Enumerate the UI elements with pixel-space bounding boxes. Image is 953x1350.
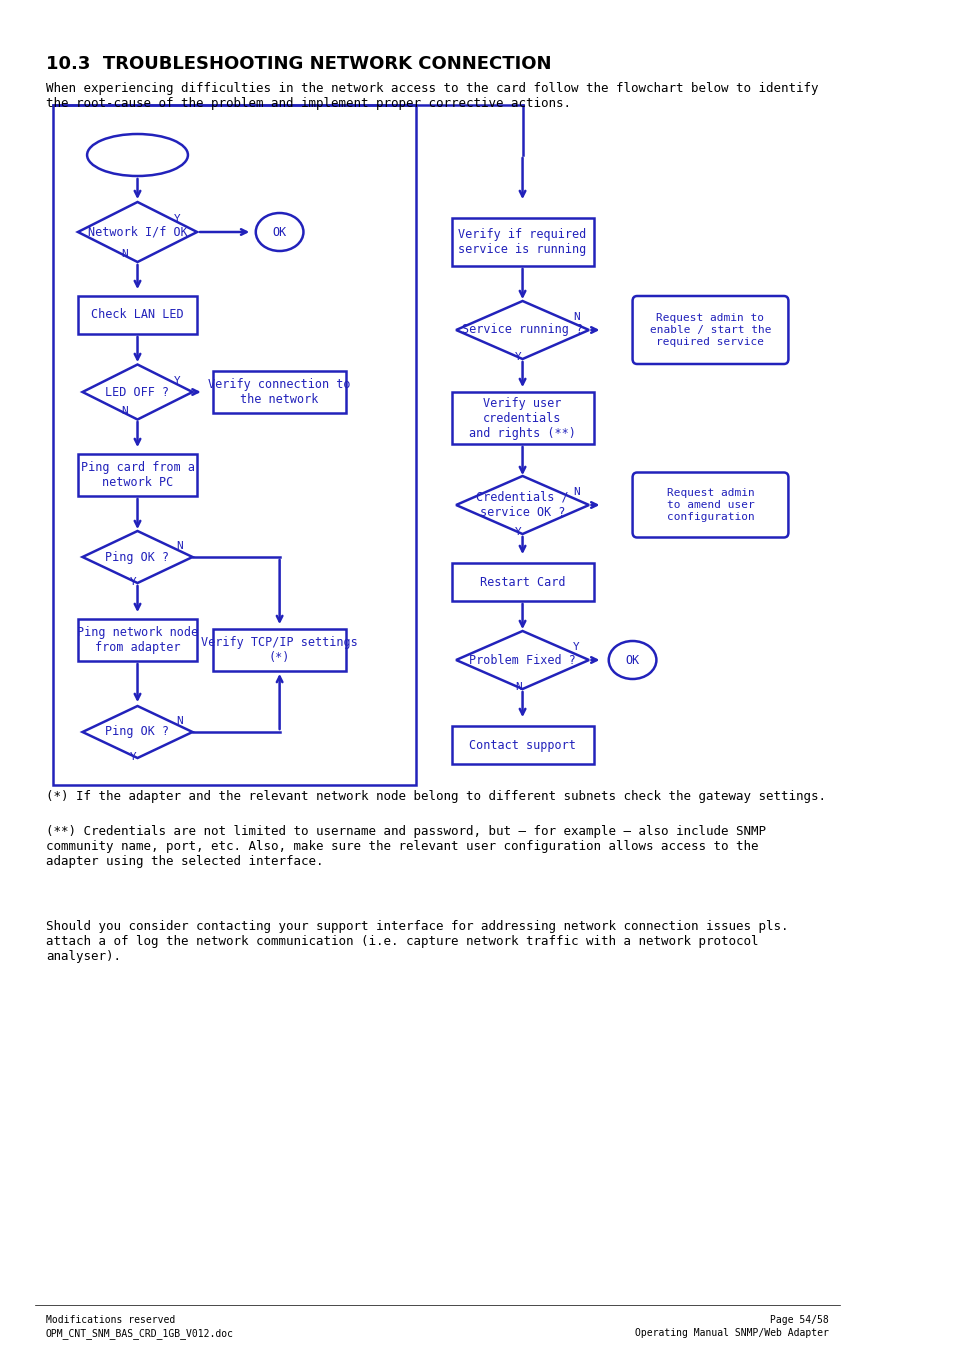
Bar (78, 296, 197, 333)
Polygon shape (456, 630, 588, 688)
Text: Service running ?: Service running ? (461, 324, 582, 336)
Text: N: N (573, 487, 579, 497)
Polygon shape (456, 301, 588, 359)
Text: 10.3  TROUBLESHOOTING NETWORK CONNECTION: 10.3 TROUBLESHOOTING NETWORK CONNECTION (46, 55, 551, 73)
Text: Request admin to
enable / start the
required service: Request admin to enable / start the requ… (649, 313, 770, 347)
Text: Verify connection to
the network: Verify connection to the network (208, 378, 351, 406)
Text: Should you consider contacting your support interface for addressing network con: Should you consider contacting your supp… (46, 919, 787, 963)
Ellipse shape (87, 134, 188, 176)
Text: N: N (176, 716, 183, 726)
FancyBboxPatch shape (632, 296, 787, 364)
Text: Y: Y (573, 643, 579, 652)
Text: OK: OK (273, 225, 287, 239)
Text: Ping OK ?: Ping OK ? (106, 551, 170, 563)
Polygon shape (82, 706, 193, 757)
Text: OK: OK (625, 653, 639, 667)
Text: LED OFF ?: LED OFF ? (106, 386, 170, 398)
Text: Restart Card: Restart Card (479, 575, 565, 589)
Text: Check LAN LED: Check LAN LED (91, 309, 184, 321)
FancyBboxPatch shape (632, 472, 787, 537)
Text: Y: Y (174, 377, 181, 386)
Bar (78, 620, 197, 661)
Text: N: N (121, 406, 128, 416)
Ellipse shape (608, 641, 656, 679)
Text: N: N (515, 682, 521, 693)
Text: Ping network node
from adapter: Ping network node from adapter (77, 626, 198, 653)
Text: Request admin
to amend user
configuration: Request admin to amend user configuratio… (666, 489, 754, 521)
Text: Contact support: Contact support (469, 738, 576, 752)
Text: Y: Y (130, 576, 137, 587)
Text: N: N (121, 248, 128, 259)
Bar (451, 726, 593, 764)
Text: Verify if required
service is running: Verify if required service is running (458, 228, 586, 256)
Text: (*) If the adapter and the relevant network node belong to different subnets che: (*) If the adapter and the relevant netw… (46, 790, 825, 803)
Polygon shape (82, 364, 193, 420)
Bar (213, 371, 346, 413)
Text: Network I/f OK: Network I/f OK (88, 225, 187, 239)
Text: Verify TCP/IP settings
(*): Verify TCP/IP settings (*) (201, 636, 357, 664)
Ellipse shape (255, 213, 303, 251)
Text: Credentials /
service OK ?: Credentials / service OK ? (476, 491, 568, 518)
Text: Ping OK ?: Ping OK ? (106, 725, 170, 738)
Text: Y: Y (174, 215, 181, 224)
Text: Page 54/58: Page 54/58 (769, 1315, 828, 1324)
Bar (213, 629, 346, 671)
Bar (53, 105, 416, 784)
Text: N: N (176, 541, 183, 551)
Polygon shape (456, 477, 588, 535)
Text: Y: Y (130, 752, 137, 761)
Text: N: N (573, 312, 579, 323)
Text: Verify user
credentials
and rights (**): Verify user credentials and rights (**) (469, 397, 576, 440)
Text: When experiencing difficulties in the network access to the card follow the flow: When experiencing difficulties in the ne… (46, 82, 818, 109)
Text: Modifications reserved: Modifications reserved (46, 1315, 175, 1324)
Bar (451, 563, 593, 601)
Text: Y: Y (515, 526, 521, 537)
Polygon shape (78, 202, 197, 262)
Bar (451, 392, 593, 444)
Bar (78, 454, 197, 495)
Polygon shape (82, 531, 193, 583)
Bar (451, 217, 593, 266)
Text: Y: Y (515, 352, 521, 362)
Text: Ping card from a
network PC: Ping card from a network PC (80, 460, 194, 489)
Text: OPM_CNT_SNM_BAS_CRD_1GB_V012.doc: OPM_CNT_SNM_BAS_CRD_1GB_V012.doc (46, 1328, 233, 1339)
Text: Operating Manual SNMP/Web Adapter: Operating Manual SNMP/Web Adapter (634, 1328, 828, 1338)
Text: (**) Credentials are not limited to username and password, but – for example – a: (**) Credentials are not limited to user… (46, 825, 765, 868)
Text: Problem Fixed ?: Problem Fixed ? (469, 653, 576, 667)
